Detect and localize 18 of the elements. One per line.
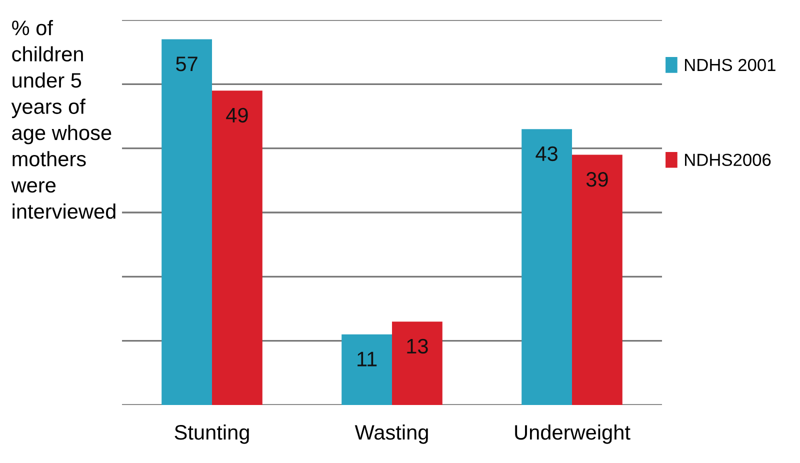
bar xyxy=(392,322,442,405)
x-tick-label: Underweight xyxy=(515,424,630,444)
bar xyxy=(342,334,392,405)
legend-label: NDHS 2001 xyxy=(685,58,776,72)
data-label: 43 xyxy=(536,146,558,162)
data-label: 11 xyxy=(358,352,377,366)
bar xyxy=(162,39,212,405)
x-tick-label: Wasting xyxy=(354,424,428,444)
data-label: 13 xyxy=(407,338,428,354)
y-axis-title: % of children under 5 years of age whose mothers were interviewed xyxy=(11,20,116,219)
bar xyxy=(212,90,262,405)
data-label: 39 xyxy=(586,172,608,187)
bar xyxy=(572,154,622,405)
x-tick-label: Stunting xyxy=(174,424,249,444)
bar xyxy=(522,129,572,405)
data-label: 49 xyxy=(226,108,248,123)
legend-label: NDHS2006 xyxy=(685,154,771,166)
data-label: 57 xyxy=(176,56,198,72)
